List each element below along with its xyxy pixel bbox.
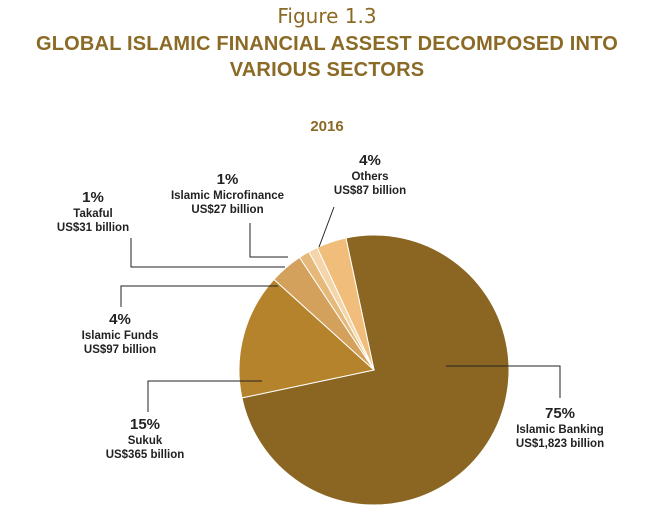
slice-name-label: Others (351, 171, 389, 183)
label-others: 4% Others US$87 billion (320, 151, 420, 198)
label-islamic-banking: 75% Islamic Banking US$1,823 billion (500, 404, 620, 451)
leader-line-islamic-funds (120, 285, 278, 307)
chart-subtitle: 2016 (310, 118, 344, 135)
slice-name-label: Islamic Funds (81, 330, 159, 342)
slice-amount-label: US$97 billion (83, 344, 157, 356)
label-islamic-funds: 4% Islamic Funds US$97 billion (65, 310, 175, 357)
slice-amount-label: US$87 billion (333, 185, 407, 197)
slice-amount-label: US$27 billion (191, 204, 264, 216)
pie-slice-others (316, 237, 375, 371)
slice-percent-label: 75% (544, 405, 576, 422)
leader-line-sukuk (147, 380, 262, 412)
figure-label: Figure 1.3 (277, 4, 377, 28)
slice-percent-label: 1% (82, 189, 104, 206)
slice-percent-label: 1% (216, 171, 239, 188)
pie-slice-islamic-banking (241, 234, 510, 506)
slice-name-label: Islamic Banking (516, 424, 604, 436)
slice-name-label: Takaful (73, 208, 113, 220)
leader-line-islamic-microfinance (249, 223, 288, 258)
slice-name-label: Islamic Microfinance (170, 190, 285, 202)
slice-percent-label: 15% (129, 416, 161, 433)
slice-name-label: Sukuk (127, 435, 163, 447)
slice-percent-label: 4% (359, 152, 381, 169)
chart-title: GLOBAL ISLAMIC FINANCIAL ASSEST DECOMPOS… (35, 33, 619, 81)
slice-amount-label: US$31 billion (56, 222, 130, 234)
leader-line-others (318, 206, 335, 248)
label-islamic-microfinance: 1% Islamic Microfinance US$27 billion (160, 170, 295, 217)
leader-line-islamic-banking (446, 365, 561, 398)
label-sukuk: 15% Sukuk US$365 billion (90, 415, 200, 462)
label-takaful: 1% Takaful US$31 billion (48, 188, 138, 235)
leader-line-takaful (130, 238, 285, 268)
slice-amount-label: US$1,823 billion (515, 438, 605, 450)
slice-amount-label: US$365 billion (105, 449, 185, 461)
slice-percent-label: 4% (109, 311, 131, 328)
